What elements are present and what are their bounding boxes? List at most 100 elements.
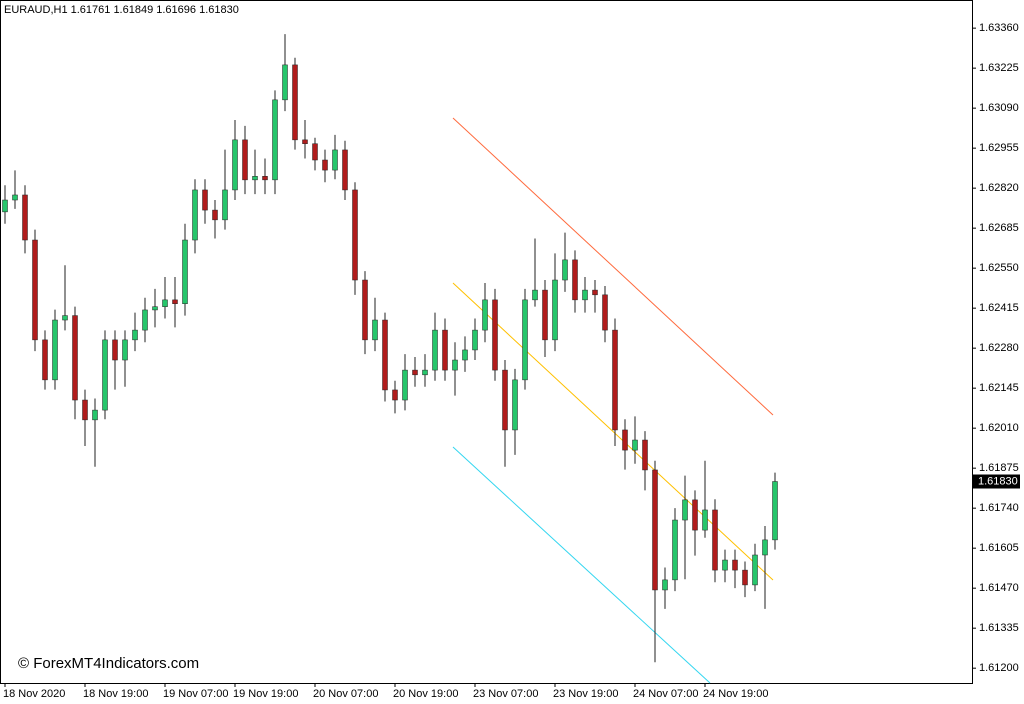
- x-tick-label: 18 Nov 2020: [3, 688, 65, 700]
- candle-body: [122, 339, 128, 361]
- candle-body: [422, 369, 428, 376]
- x-tick-label: 23 Nov 07:00: [473, 688, 538, 700]
- watermark: © ForexMT4Indicators.com: [18, 655, 199, 672]
- candle-body: [542, 289, 548, 341]
- candle-body: [42, 339, 48, 381]
- candle-body: [652, 469, 658, 591]
- candle-body: [2, 199, 8, 213]
- last-price-box: [973, 474, 1020, 489]
- candle-body: [552, 279, 558, 341]
- candle-body: [22, 194, 28, 241]
- candle-body: [352, 189, 358, 281]
- candle-body: [112, 339, 118, 361]
- y-tick-label: 1.61200: [979, 662, 1019, 674]
- x-tick-label: 23 Nov 19:00: [553, 688, 618, 700]
- candle-body: [692, 499, 698, 531]
- channel-lower: [452, 446, 711, 684]
- x-tick-label: 20 Nov 07:00: [313, 688, 378, 700]
- candle-body: [682, 499, 688, 521]
- candle-body: [452, 359, 458, 371]
- candle-body: [212, 209, 218, 221]
- y-tick-label: 1.61335: [979, 622, 1019, 634]
- candle-body: [642, 439, 648, 471]
- candle-body: [442, 329, 448, 371]
- y-tick-label: 1.61740: [979, 502, 1019, 514]
- y-tick-label: 1.63225: [979, 62, 1019, 74]
- candle-body: [312, 143, 318, 161]
- chart-title: EURAUD,H1 1.61761 1.61849 1.61696 1.6183…: [4, 4, 239, 16]
- candle-body: [462, 349, 468, 361]
- candle-body: [292, 64, 298, 141]
- plot-frame: [0, 0, 973, 684]
- y-tick-label: 1.62685: [979, 222, 1019, 234]
- candle-body: [182, 239, 188, 304]
- candle-body: [232, 139, 238, 191]
- x-tick-label: 24 Nov 07:00: [633, 688, 698, 700]
- candle-body: [272, 99, 278, 181]
- candle-body: [512, 379, 518, 431]
- y-tick-label: 1.62145: [979, 382, 1019, 394]
- candle-body: [532, 289, 538, 301]
- candle-body: [612, 329, 618, 431]
- y-tick-label: 1.62955: [979, 142, 1019, 154]
- candle-body: [202, 189, 208, 211]
- candle-body: [502, 369, 508, 431]
- x-tick-label: 24 Nov 19:00: [703, 688, 768, 700]
- candle-body: [142, 309, 148, 331]
- candle-body: [602, 294, 608, 331]
- candle-body: [672, 519, 678, 581]
- candle-body: [192, 189, 198, 241]
- y-tick-label: 1.63090: [979, 102, 1019, 114]
- candle-body: [322, 159, 328, 171]
- candle-body: [722, 559, 728, 571]
- y-tick-label: 1.62820: [979, 182, 1019, 194]
- candle-body: [152, 306, 158, 311]
- candle-body: [702, 509, 708, 531]
- candle-body: [242, 139, 248, 181]
- candle-body: [302, 139, 308, 144]
- candle-body: [92, 409, 98, 421]
- x-tick-label: 19 Nov 07:00: [163, 688, 228, 700]
- candle-body: [342, 149, 348, 191]
- candle-body: [52, 319, 58, 381]
- candle-body: [12, 194, 18, 201]
- candle-body: [362, 279, 368, 341]
- y-tick-label: 1.63360: [979, 22, 1019, 34]
- candle-body: [562, 259, 568, 281]
- candle-body: [492, 299, 498, 371]
- candle-body: [372, 319, 378, 341]
- candle-body: [222, 189, 228, 221]
- candle-body: [572, 259, 578, 301]
- y-tick-label: 1.61875: [979, 462, 1019, 474]
- candle-body: [472, 329, 478, 351]
- x-tick-label: 20 Nov 19:00: [393, 688, 458, 700]
- x-tick-label: 18 Nov 19:00: [83, 688, 148, 700]
- y-tick-label: 1.62415: [979, 302, 1019, 314]
- candle-body: [402, 369, 408, 401]
- candle-body: [282, 64, 288, 101]
- candle-body: [632, 439, 638, 451]
- candle-body: [262, 176, 268, 181]
- y-tick-label: 1.62010: [979, 422, 1019, 434]
- channel-upper: [452, 117, 774, 416]
- y-tick-label: 1.62550: [979, 262, 1019, 274]
- candle-body: [382, 319, 388, 391]
- candle-body: [622, 429, 628, 451]
- candle-body: [662, 579, 668, 591]
- candle-body: [172, 299, 178, 304]
- candle-body: [592, 289, 598, 296]
- candle-body: [62, 315, 68, 321]
- candle-body: [712, 509, 718, 571]
- candle-body: [132, 329, 138, 341]
- candle-body: [102, 339, 108, 411]
- candle-body: [762, 539, 768, 556]
- candle-body: [582, 289, 588, 301]
- y-tick-label: 1.62280: [979, 342, 1019, 354]
- candle-body: [732, 559, 738, 571]
- candle-body: [482, 299, 488, 331]
- candle-body: [252, 176, 258, 181]
- channel-middle: [452, 282, 774, 581]
- candle-body: [752, 554, 758, 586]
- y-tick-label: 1.61470: [979, 582, 1019, 594]
